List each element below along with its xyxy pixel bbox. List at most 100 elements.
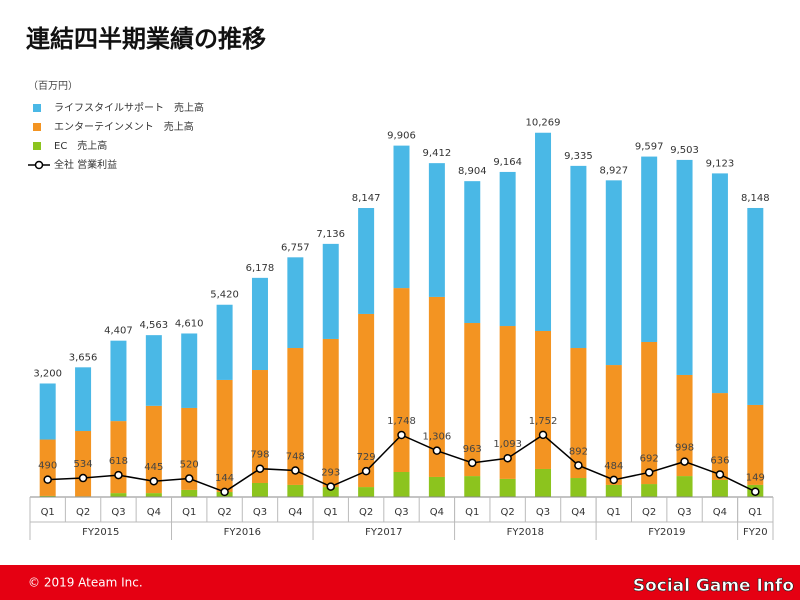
line-marker — [574, 461, 583, 470]
line-marker — [644, 468, 654, 477]
line-label: 1,306 — [423, 432, 452, 443]
chart-title: 連結四半期業績の推移 — [26, 25, 266, 53]
bar-segment — [216, 379, 233, 493]
bar-segment — [605, 180, 622, 366]
bar-segment — [287, 484, 304, 497]
line-marker — [43, 475, 52, 484]
line-marker — [609, 475, 619, 485]
x-group-label: FY2015 — [82, 527, 119, 538]
total-label: 8,904 — [458, 166, 487, 177]
x-tick-label: Q3 — [536, 507, 550, 518]
bar-segment — [358, 487, 375, 497]
line-marker — [78, 473, 88, 483]
bar-segment — [747, 207, 764, 405]
total-label: 5,420 — [210, 290, 239, 301]
total-label: 9,503 — [670, 145, 699, 156]
x-tick-label: Q3 — [677, 507, 691, 518]
total-label: 4,563 — [140, 320, 169, 331]
line-marker — [432, 446, 442, 455]
line-label: 520 — [180, 460, 199, 471]
line-label: 798 — [250, 450, 269, 461]
x-tick-label: Q2 — [501, 507, 515, 518]
line-label: 534 — [74, 459, 93, 470]
bar-segment — [358, 208, 375, 314]
legend-swatch — [33, 104, 41, 112]
bar-segment — [39, 383, 56, 440]
line-label: 1,748 — [387, 416, 416, 427]
total-label: 9,412 — [423, 148, 452, 159]
x-group-label: FY2019 — [648, 527, 685, 538]
bar-segment — [39, 439, 56, 496]
line-label: 636 — [710, 455, 729, 466]
x-tick-label: Q1 — [324, 507, 338, 518]
line-marker — [220, 487, 229, 497]
line-label: 1,093 — [493, 439, 522, 450]
bar-segment — [393, 145, 410, 289]
total-label: 6,178 — [246, 263, 275, 274]
x-group-label: FY2017 — [365, 527, 402, 538]
total-label: 8,147 — [352, 193, 381, 204]
line-label: 484 — [604, 461, 623, 472]
bar-segment — [641, 156, 658, 342]
line-marker — [149, 476, 159, 486]
x-tick-label: Q1 — [182, 507, 196, 518]
total-label: 9,164 — [493, 157, 522, 168]
x-group-label: FY20 — [743, 527, 768, 538]
bar-segment — [641, 341, 658, 485]
line-label: 1,752 — [529, 416, 558, 427]
legend-label: ライフスタイルサポート 売上高 — [54, 101, 204, 114]
line-marker — [468, 458, 477, 468]
line-label: 963 — [463, 444, 482, 455]
total-label: 9,123 — [706, 158, 735, 169]
bar-segment — [181, 333, 198, 408]
legend-swatch — [33, 142, 41, 150]
x-tick-label: Q3 — [111, 507, 125, 518]
copyright: © 2019 Ateam Inc. — [28, 576, 143, 590]
line-marker — [114, 470, 123, 480]
line-marker — [503, 453, 512, 463]
total-label: 8,148 — [741, 193, 770, 204]
bar-segment — [145, 493, 162, 497]
x-tick-label: Q1 — [748, 507, 762, 518]
bar-segment — [251, 482, 268, 497]
total-label: 4,610 — [175, 318, 204, 329]
line-marker — [680, 457, 689, 466]
x-group-label: FY2016 — [224, 527, 261, 538]
line-label: 293 — [321, 468, 340, 479]
bar-segment — [711, 393, 728, 480]
bar-segment — [535, 468, 552, 497]
x-tick-label: Q2 — [217, 507, 231, 518]
bar-segment — [499, 478, 516, 497]
bar-segment — [251, 370, 268, 483]
line-marker — [255, 464, 265, 473]
bar-segment — [676, 159, 693, 375]
x-tick-label: Q1 — [465, 507, 479, 518]
x-tick-label: Q3 — [394, 507, 408, 518]
legend-label: 全社 営業利益 — [54, 158, 117, 171]
line-label: 892 — [569, 446, 588, 457]
bar-segment — [322, 487, 339, 497]
bar-segment — [145, 405, 162, 494]
bar-segment — [39, 495, 56, 497]
bar-segment — [110, 340, 127, 422]
total-label: 6,757 — [281, 242, 310, 253]
bar-segment — [181, 407, 198, 490]
bar-segment — [428, 296, 445, 477]
total-label: 9,597 — [635, 142, 664, 153]
bar-segment — [322, 243, 339, 339]
x-tick-label: Q4 — [713, 507, 727, 518]
line-label: 490 — [38, 461, 57, 472]
bar-segment — [287, 348, 304, 485]
bar-segment — [322, 338, 339, 488]
bar-segment — [535, 330, 552, 469]
bar-segment — [711, 173, 728, 394]
x-tick-label: Q1 — [607, 507, 621, 518]
bar-segment — [287, 257, 304, 349]
footer-bar — [0, 565, 800, 600]
line-label: 729 — [357, 452, 376, 463]
bar-segment — [570, 348, 587, 479]
x-tick-label: Q2 — [642, 507, 656, 518]
x-tick-label: Q4 — [430, 507, 444, 518]
bar-segment — [711, 479, 728, 497]
